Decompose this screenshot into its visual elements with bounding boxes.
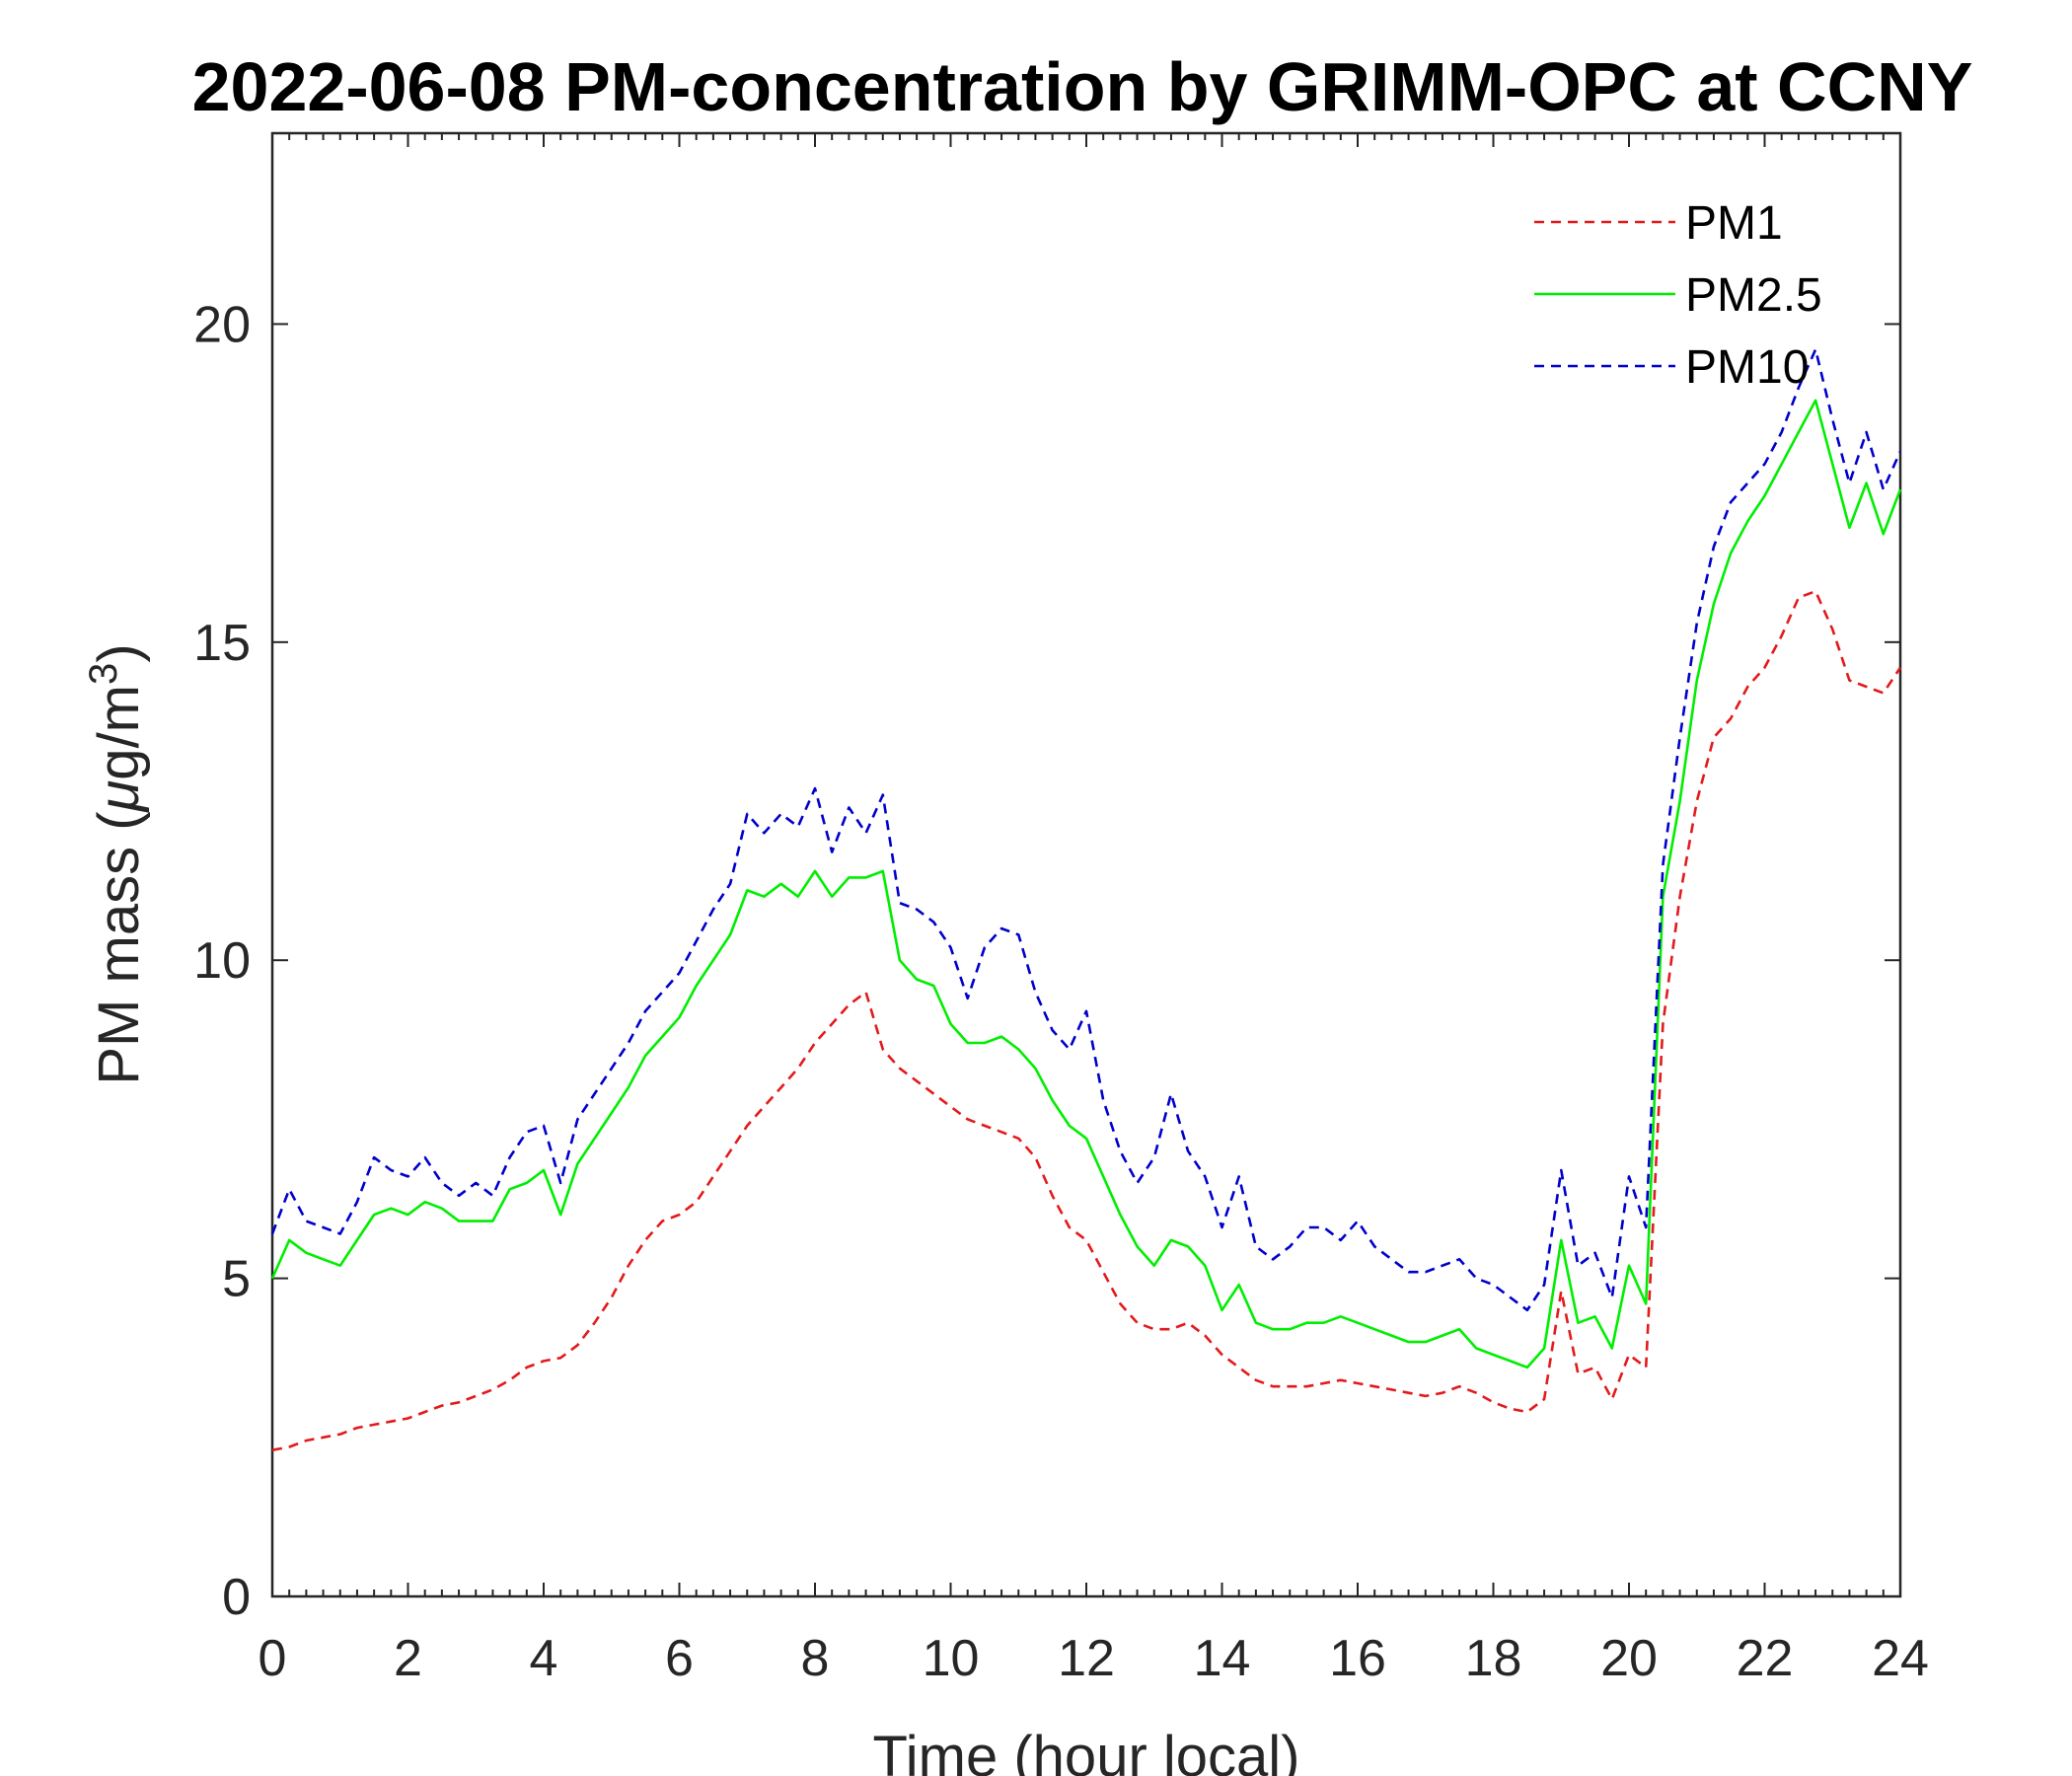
y-tick-label: 15 <box>193 615 251 672</box>
y-tick-label: 10 <box>193 932 251 990</box>
legend-label-1: PM2.5 <box>1685 269 1822 322</box>
y-axis-label-suffix: ) <box>87 643 151 662</box>
x-tick-label: 2 <box>394 1630 422 1687</box>
legend-label-2: PM10 <box>1685 341 1809 394</box>
y-tick-labels: 0 5 10 15 20 <box>193 296 251 1626</box>
legend: PM1 PM2.5 PM10 <box>1534 197 1822 394</box>
y-axis-label-superscript: 3 <box>82 663 125 685</box>
chart-title: 2022-06-08 PM-concentration by GRIMM-OPC… <box>192 48 1973 125</box>
y-tick-label: 20 <box>193 296 251 353</box>
series-lines <box>270 347 1902 1451</box>
series-line-0 <box>271 589 1902 1451</box>
x-tick-label: 6 <box>665 1630 694 1687</box>
y-axis-label-prefix: PM mass ( <box>87 811 151 1084</box>
x-tick-labels: 0 2 4 6 8 10 12 14 16 18 20 22 24 <box>259 1630 1929 1687</box>
x-tick-label: 4 <box>530 1630 558 1687</box>
x-tick-label: 12 <box>1058 1630 1115 1687</box>
x-tick-label: 20 <box>1600 1630 1658 1687</box>
x-tick-label: 22 <box>1737 1630 1794 1687</box>
x-tick-label: 10 <box>923 1630 980 1687</box>
x-tick-label: 0 <box>259 1630 287 1687</box>
x-axis-label: Time (hour local) <box>873 1725 1300 1776</box>
y-tick-label: 5 <box>222 1251 251 1308</box>
x-tick-label: 16 <box>1329 1630 1386 1687</box>
x-tick-label: 18 <box>1465 1630 1522 1687</box>
series-line-1 <box>270 399 1902 1369</box>
y-tick-label: 0 <box>222 1569 251 1626</box>
plot-area <box>270 131 1902 1598</box>
y-axis-label-unit: g/m <box>87 685 151 780</box>
legend-label-0: PM1 <box>1685 197 1783 250</box>
y-ticks <box>272 323 1900 1597</box>
x-tick-label: 24 <box>1872 1630 1929 1687</box>
x-tick-label: 8 <box>801 1630 830 1687</box>
x-minor-ticks <box>271 133 1901 1596</box>
y-axis-label: PM mass (μg/m3) <box>82 643 151 1084</box>
y-axis-label-mu: μ <box>87 780 151 814</box>
series-line-2 <box>270 347 1902 1312</box>
x-tick-label: 14 <box>1194 1630 1251 1687</box>
